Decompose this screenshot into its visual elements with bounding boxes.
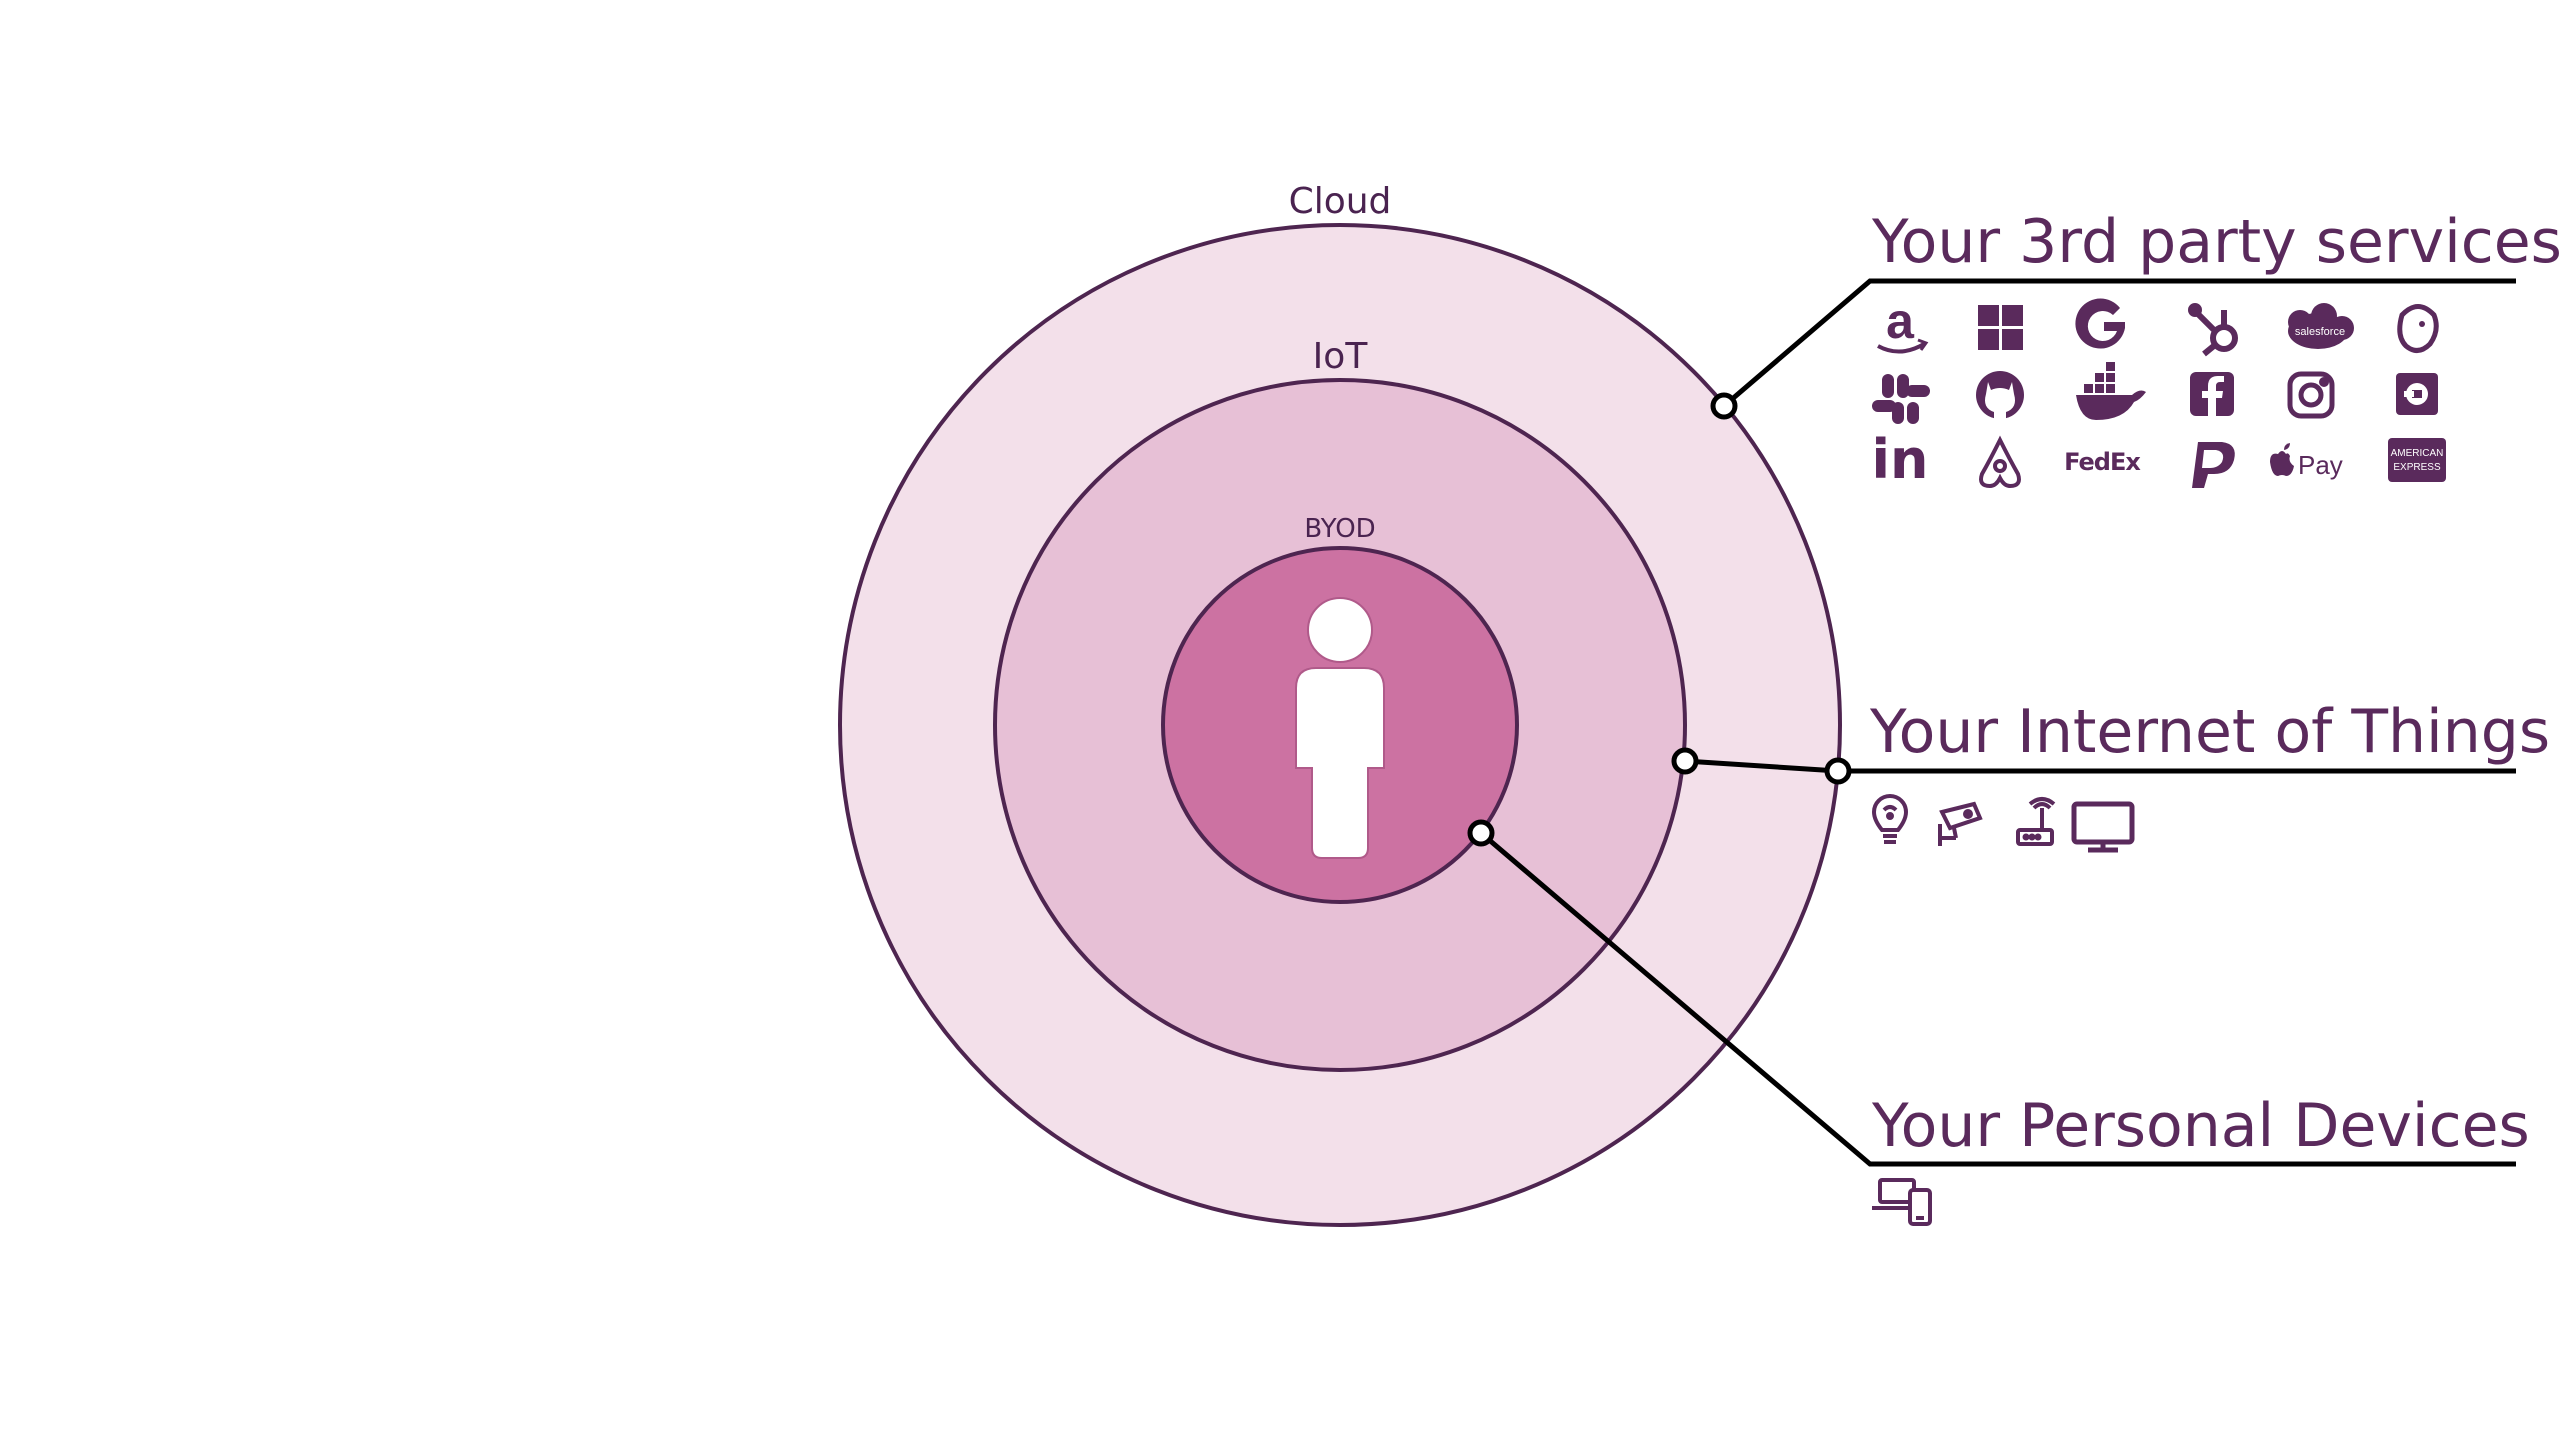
connectors — [1479, 278, 2516, 1167]
svg-text:in: in — [1872, 428, 1929, 491]
byod-connector-line — [1479, 831, 2516, 1167]
monitor-icon — [2071, 801, 2135, 853]
svg-text:Pay: Pay — [2298, 450, 2343, 480]
hubspot-icon — [2188, 303, 2238, 357]
cloud-edge-connector-dot — [1824, 757, 1852, 785]
facebook-icon — [2190, 372, 2234, 416]
airbnb-icon — [1979, 435, 2021, 489]
fedex-icon: FedEx — [2064, 448, 2142, 476]
iot-connector-line — [1684, 758, 2516, 774]
cloud-connector-line — [1722, 278, 2516, 408]
amex-icon: AMERICAN EXPRESS — [2388, 438, 2446, 482]
iot-connector-dot — [1671, 747, 1699, 775]
uber-icon — [2396, 373, 2438, 415]
instagram-icon — [2287, 371, 2335, 419]
paypal-icon — [2192, 442, 2235, 488]
person-icon — [1295, 597, 1385, 859]
linkedin-icon: in — [1872, 428, 1929, 491]
laptop-phone-icon — [1872, 1178, 1932, 1226]
lightbulb-icon — [1871, 794, 1909, 844]
iot-heading: Your Internet of Things — [1869, 697, 2550, 767]
cloud-connector-dot — [1710, 392, 1738, 420]
iot-ring-label: IoT — [1313, 336, 1369, 377]
router-icon — [2016, 797, 2056, 846]
svg-text:FedEx: FedEx — [2064, 448, 2141, 476]
apple-pay-icon: Pay — [2270, 443, 2343, 480]
svg-text:EXPRESS: EXPRESS — [2393, 462, 2441, 473]
windows-icon — [1978, 305, 2023, 350]
amazon-icon: a — [1877, 293, 1929, 354]
byod-ring-label: BYOD — [1304, 514, 1375, 544]
salesforce-icon: salesforce — [2288, 303, 2354, 349]
google-icon — [2075, 298, 2125, 349]
personal-devices-heading: Your Personal Devices — [1871, 1091, 2530, 1161]
svg-text:salesforce: salesforce — [2295, 326, 2345, 338]
slack-icon — [1872, 374, 1930, 424]
mailchimp-icon — [2397, 304, 2439, 353]
svg-text:AMERICAN: AMERICAN — [2391, 448, 2444, 459]
svg-text:a: a — [1886, 293, 1915, 349]
security-camera-icon — [1938, 801, 1983, 846]
third-party-heading: Your 3rd party services — [1871, 207, 2561, 277]
cloud-ring-label: Cloud — [1289, 181, 1392, 222]
github-icon — [1976, 371, 2024, 420]
byod-connector-dot — [1467, 819, 1495, 847]
docker-icon — [2076, 362, 2146, 420]
